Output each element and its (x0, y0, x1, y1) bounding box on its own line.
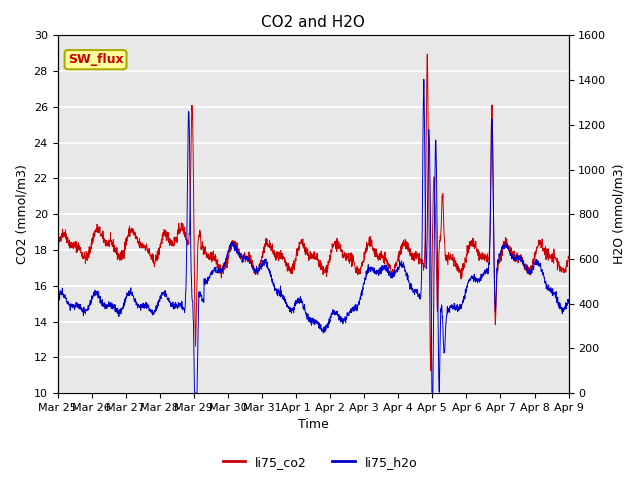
Text: SW_flux: SW_flux (68, 53, 124, 66)
X-axis label: Time: Time (298, 419, 328, 432)
Y-axis label: CO2 (mmol/m3): CO2 (mmol/m3) (15, 164, 28, 264)
Y-axis label: H2O (mmol/m3): H2O (mmol/m3) (612, 164, 625, 264)
Title: CO2 and H2O: CO2 and H2O (261, 15, 365, 30)
Legend: li75_co2, li75_h2o: li75_co2, li75_h2o (218, 451, 422, 474)
